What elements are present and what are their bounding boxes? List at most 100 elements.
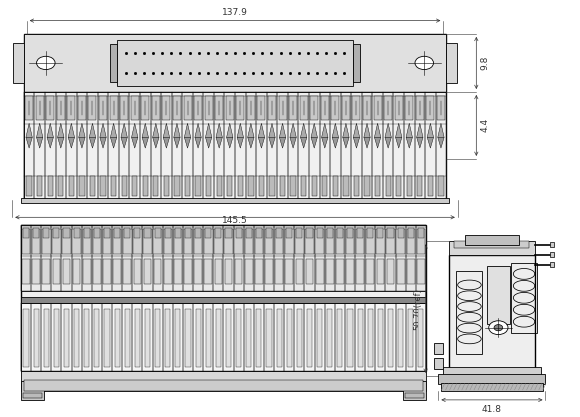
Bar bbox=[24, 380, 423, 391]
Bar bbox=[24, 92, 446, 200]
Bar bbox=[396, 303, 406, 371]
Polygon shape bbox=[280, 123, 286, 137]
Polygon shape bbox=[258, 137, 264, 148]
Bar bbox=[364, 176, 369, 196]
Bar bbox=[24, 34, 446, 200]
Bar bbox=[163, 225, 173, 291]
Bar bbox=[226, 96, 234, 120]
Bar bbox=[21, 303, 426, 371]
Bar bbox=[161, 92, 172, 200]
Bar bbox=[153, 303, 163, 371]
Polygon shape bbox=[300, 123, 307, 137]
Bar bbox=[294, 303, 304, 371]
Polygon shape bbox=[280, 137, 286, 148]
Bar bbox=[256, 92, 267, 200]
Bar bbox=[21, 225, 426, 371]
Bar bbox=[110, 96, 118, 120]
Polygon shape bbox=[290, 137, 296, 148]
Bar bbox=[265, 229, 273, 254]
Polygon shape bbox=[322, 137, 328, 148]
Bar bbox=[398, 228, 404, 238]
Bar bbox=[384, 96, 392, 120]
Bar bbox=[194, 96, 202, 120]
Polygon shape bbox=[121, 123, 128, 137]
Bar bbox=[264, 303, 274, 371]
Bar bbox=[144, 259, 151, 284]
Polygon shape bbox=[385, 137, 392, 148]
Bar bbox=[82, 225, 92, 291]
Bar bbox=[61, 303, 71, 371]
Bar bbox=[27, 176, 32, 196]
Bar bbox=[353, 96, 361, 120]
Bar bbox=[194, 259, 202, 284]
Bar bbox=[46, 96, 55, 120]
Polygon shape bbox=[153, 137, 159, 148]
Bar bbox=[153, 176, 158, 196]
Bar bbox=[330, 92, 340, 200]
Bar bbox=[22, 229, 30, 254]
Bar bbox=[376, 229, 385, 254]
Bar bbox=[314, 303, 325, 371]
Bar bbox=[404, 92, 415, 200]
Polygon shape bbox=[237, 123, 244, 137]
Bar bbox=[41, 225, 51, 291]
Bar bbox=[98, 92, 108, 200]
Bar bbox=[53, 228, 59, 238]
Bar bbox=[276, 259, 283, 284]
Bar bbox=[82, 229, 91, 254]
Bar bbox=[289, 96, 297, 120]
Text: 137.9: 137.9 bbox=[222, 8, 248, 17]
Bar bbox=[333, 176, 338, 196]
Bar bbox=[21, 371, 426, 391]
Bar bbox=[143, 303, 153, 371]
Bar bbox=[21, 225, 31, 291]
Polygon shape bbox=[311, 123, 317, 137]
Bar bbox=[443, 367, 541, 376]
Bar bbox=[403, 381, 426, 400]
Bar bbox=[375, 303, 386, 371]
Bar bbox=[398, 309, 403, 367]
Bar bbox=[24, 34, 446, 92]
Bar bbox=[104, 309, 110, 367]
Bar bbox=[405, 96, 414, 120]
Bar bbox=[83, 259, 90, 284]
Bar bbox=[31, 303, 41, 371]
Bar bbox=[336, 229, 344, 254]
Bar bbox=[195, 228, 201, 238]
Bar bbox=[175, 309, 180, 367]
Bar bbox=[372, 92, 383, 200]
Bar bbox=[93, 229, 101, 254]
Bar bbox=[143, 225, 153, 291]
Bar bbox=[63, 228, 70, 238]
Bar bbox=[152, 96, 160, 120]
Bar bbox=[122, 303, 132, 371]
Bar bbox=[122, 225, 132, 291]
Bar bbox=[119, 92, 129, 200]
Bar bbox=[122, 176, 127, 196]
Bar bbox=[244, 303, 254, 371]
Bar bbox=[114, 228, 120, 238]
Bar bbox=[426, 96, 434, 120]
Bar bbox=[206, 309, 211, 367]
Bar bbox=[163, 303, 173, 371]
Bar bbox=[155, 309, 160, 367]
Bar bbox=[42, 229, 50, 254]
Text: 145.5: 145.5 bbox=[222, 216, 248, 225]
Bar bbox=[206, 176, 211, 196]
Bar bbox=[87, 92, 98, 200]
Bar bbox=[277, 92, 288, 200]
Bar bbox=[173, 96, 181, 120]
Bar bbox=[278, 96, 287, 120]
Bar bbox=[356, 259, 364, 284]
Bar bbox=[338, 309, 342, 367]
Bar bbox=[325, 229, 334, 254]
Bar bbox=[316, 229, 324, 254]
Bar bbox=[53, 259, 60, 284]
Text: 41.8: 41.8 bbox=[482, 405, 502, 414]
Bar bbox=[129, 92, 140, 200]
Bar bbox=[62, 229, 71, 254]
Bar bbox=[68, 176, 74, 196]
Bar bbox=[84, 228, 90, 238]
Polygon shape bbox=[438, 123, 444, 137]
Bar bbox=[276, 228, 282, 238]
